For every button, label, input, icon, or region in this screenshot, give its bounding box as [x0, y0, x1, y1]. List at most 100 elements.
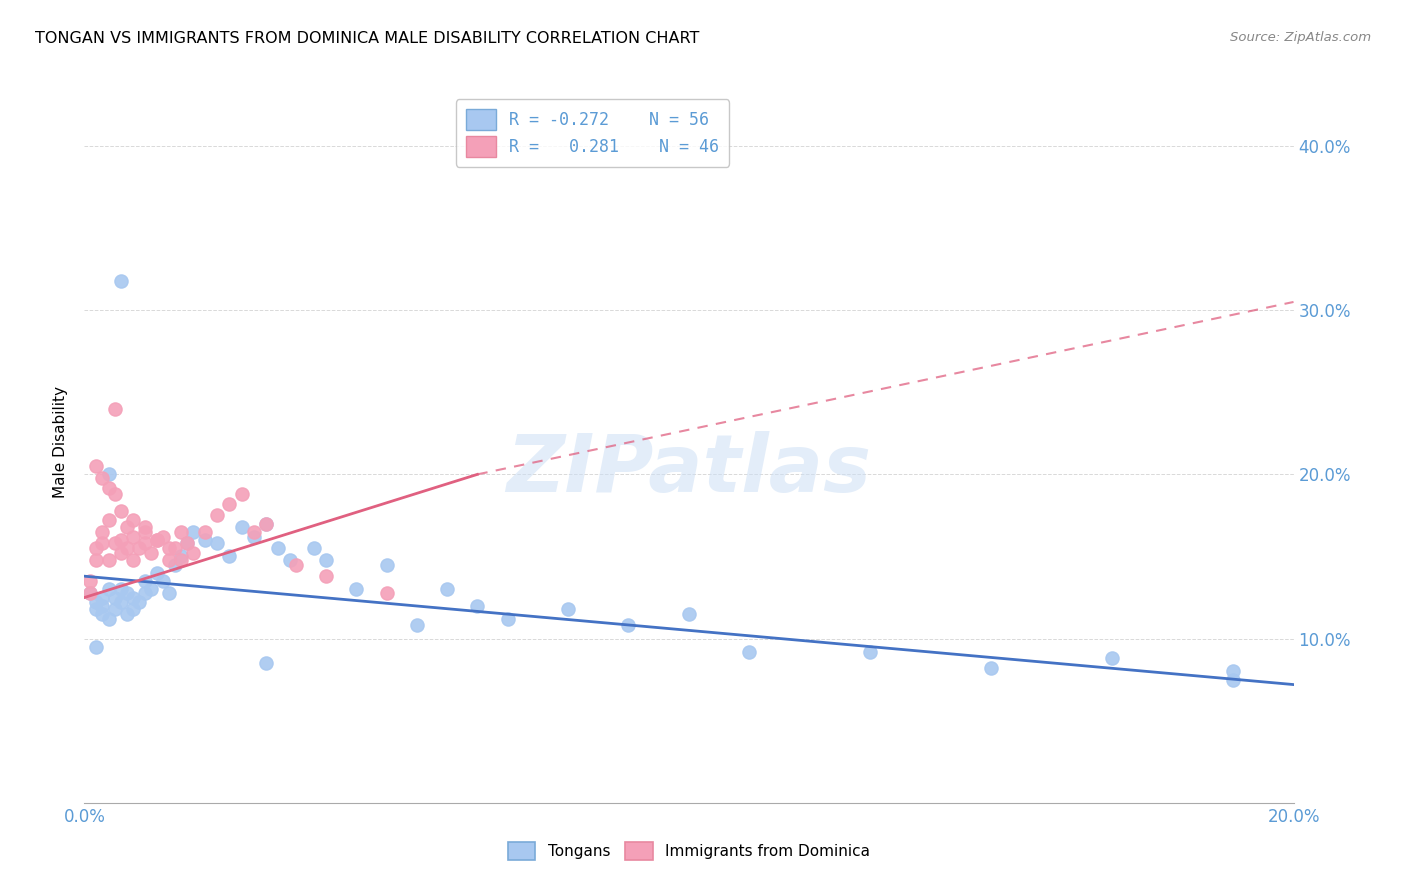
Point [115, 585, 138, 599]
Point [79, 585, 101, 599]
Point [254, 516, 277, 531]
Point [86, 602, 108, 616]
Point [207, 508, 229, 523]
Point [104, 602, 127, 616]
Point [97, 513, 120, 527]
Point [86, 553, 108, 567]
Point [121, 602, 143, 616]
Point [134, 536, 156, 550]
Point [302, 541, 325, 556]
Point [134, 520, 156, 534]
Point [110, 503, 132, 517]
Point [128, 595, 150, 609]
Point [79, 585, 101, 599]
Point [176, 536, 198, 550]
Point [285, 558, 308, 572]
Point [315, 569, 337, 583]
Point [86, 640, 108, 654]
Point [79, 574, 101, 588]
Point [121, 591, 143, 605]
Text: TONGAN VS IMMIGRANTS FROM DOMINICA MALE DISABILITY CORRELATION CHART: TONGAN VS IMMIGRANTS FROM DOMINICA MALE … [35, 31, 700, 46]
Point [104, 487, 127, 501]
Point [110, 582, 132, 597]
Point [218, 497, 240, 511]
Point [315, 553, 337, 567]
Point [157, 585, 180, 599]
Point [134, 574, 156, 588]
Point [104, 536, 127, 550]
Point [110, 533, 132, 547]
Point [254, 657, 277, 671]
Text: ZIPatlas: ZIPatlas [506, 432, 872, 509]
Point [375, 558, 398, 572]
Point [170, 553, 193, 567]
Point [194, 533, 217, 547]
Point [181, 546, 204, 560]
Point [110, 546, 132, 560]
Point [165, 541, 187, 556]
Point [121, 553, 143, 567]
Point [467, 599, 489, 613]
Point [128, 541, 150, 556]
Point [91, 524, 114, 539]
Point [139, 582, 162, 597]
Point [165, 558, 187, 572]
Point [980, 661, 1002, 675]
Point [207, 536, 229, 550]
Point [1101, 651, 1123, 665]
Point [194, 524, 217, 539]
Point [218, 549, 240, 564]
Point [176, 536, 198, 550]
Point [97, 582, 120, 597]
Point [146, 533, 169, 547]
Point [86, 459, 108, 474]
Point [617, 618, 640, 632]
Point [152, 574, 174, 588]
Point [254, 516, 277, 531]
Point [557, 602, 579, 616]
Point [146, 533, 169, 547]
Point [278, 553, 301, 567]
Point [134, 585, 156, 599]
Point [1222, 673, 1244, 687]
Point [97, 481, 120, 495]
Y-axis label: Male Disability: Male Disability [52, 385, 67, 498]
Point [91, 599, 114, 613]
Point [1222, 665, 1244, 679]
Point [91, 591, 114, 605]
Point [104, 401, 127, 416]
Point [181, 524, 204, 539]
Point [170, 524, 193, 539]
Point [170, 549, 193, 564]
Text: Source: ZipAtlas.com: Source: ZipAtlas.com [1230, 31, 1371, 45]
Point [121, 530, 143, 544]
Point [134, 524, 156, 539]
Point [104, 591, 127, 605]
Point [157, 541, 180, 556]
Point [738, 645, 761, 659]
Point [242, 530, 264, 544]
Point [346, 582, 368, 597]
Point [678, 607, 700, 621]
Legend: Tongans, Immigrants from Dominica: Tongans, Immigrants from Dominica [501, 835, 877, 867]
Point [375, 585, 398, 599]
Point [91, 607, 114, 621]
Point [121, 513, 143, 527]
Point [496, 612, 519, 626]
Point [146, 566, 169, 580]
Point [115, 541, 138, 556]
Point [97, 553, 120, 567]
Point [115, 520, 138, 534]
Point [91, 536, 114, 550]
Point [97, 612, 120, 626]
Point [231, 487, 253, 501]
Point [97, 467, 120, 482]
Point [86, 595, 108, 609]
Point [859, 645, 882, 659]
Point [242, 524, 264, 539]
Point [157, 553, 180, 567]
Point [231, 520, 253, 534]
Point [86, 541, 108, 556]
Point [267, 541, 290, 556]
Point [406, 618, 429, 632]
